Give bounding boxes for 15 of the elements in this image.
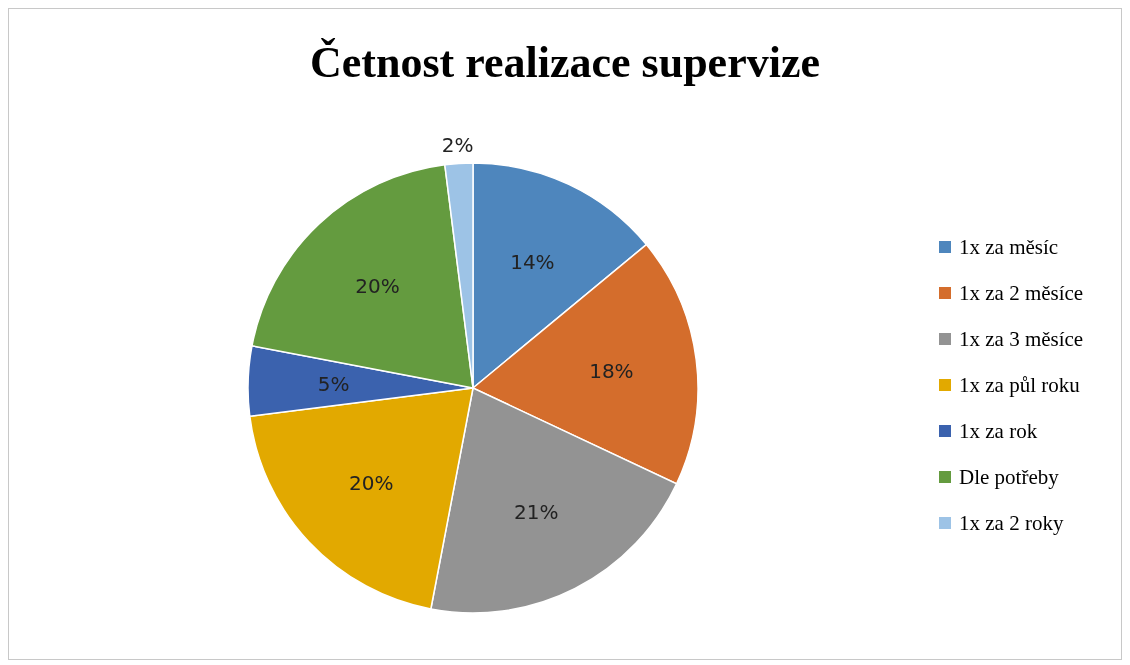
data-label: 20%	[349, 471, 394, 496]
legend-label: 1x za půl roku	[959, 372, 1080, 398]
data-label: 2%	[441, 133, 474, 158]
chart-title: Četnost realizace supervize	[309, 37, 821, 88]
legend-label: 1x za 3 měsíce	[959, 326, 1084, 352]
data-label: 18%	[589, 358, 634, 383]
data-label: 14%	[510, 249, 555, 274]
legend-label: 1x za měsíc	[959, 234, 1059, 260]
legend-label: 1x za rok	[959, 418, 1038, 444]
legend-label: Dle potřeby	[959, 464, 1059, 490]
legend-label: 1x za 2 roky	[959, 510, 1064, 536]
data-label: 20%	[355, 274, 400, 299]
data-label: 21%	[514, 500, 559, 525]
legend-label: 1x za 2 měsíce	[959, 280, 1084, 306]
data-label: 5%	[317, 371, 350, 396]
